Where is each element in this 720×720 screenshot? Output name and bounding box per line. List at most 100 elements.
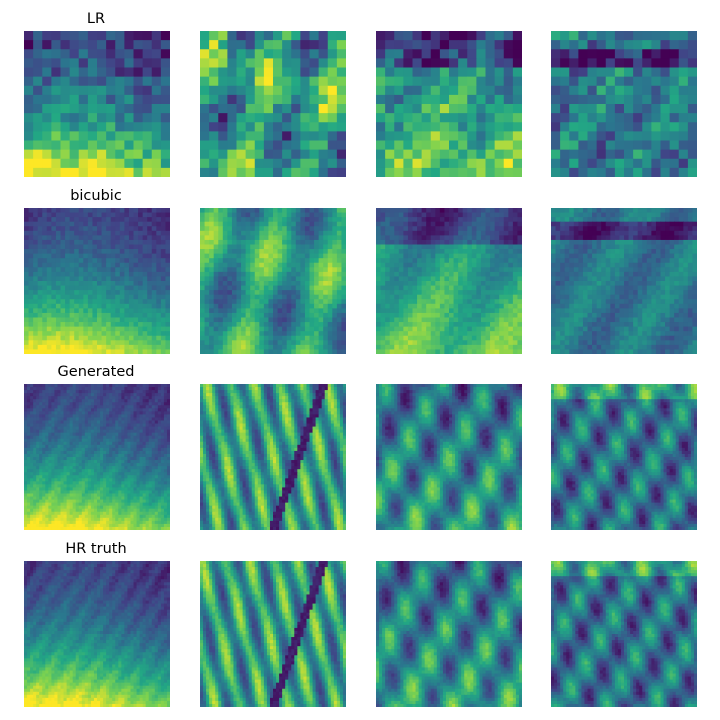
- pixel-cell: [165, 349, 170, 354]
- pixel-cell: [309, 262, 315, 268]
- pixel-cell: [119, 267, 125, 273]
- pixel-cell: [614, 94, 625, 105]
- pixel-cell: [633, 167, 643, 177]
- pixel-cell: [227, 212, 233, 218]
- pixel-cell: [444, 217, 450, 223]
- pixel-cell: [614, 122, 625, 132]
- pixel-cell: [60, 340, 66, 346]
- pixel-cell: [138, 281, 144, 287]
- pixel-cell: [128, 262, 135, 268]
- pixel-cell: [444, 340, 450, 346]
- pixel-cell: [494, 104, 505, 114]
- pixel-cell: [33, 281, 39, 287]
- pixel-cell: [227, 249, 233, 255]
- pixel-cell: [142, 67, 153, 78]
- pixel-cell: [403, 331, 409, 337]
- pixel-cell: [227, 281, 233, 287]
- pixel-cell: [642, 167, 652, 177]
- pixel-cell: [60, 308, 66, 314]
- pixel-cell: [385, 149, 395, 160]
- pixel-cell: [687, 76, 697, 87]
- pixel-cell: [106, 349, 112, 354]
- pixel-cell: [687, 235, 694, 241]
- pixel-cell: [97, 212, 103, 218]
- pixel-cell: [218, 290, 224, 296]
- pixel-cell: [87, 40, 98, 50]
- pixel-cell: [551, 104, 561, 114]
- pixel-cell: [633, 253, 639, 259]
- pixel-cell: [133, 326, 139, 332]
- pixel-cell: [160, 276, 167, 282]
- pixel-cell: [254, 322, 260, 328]
- pixel-cell: [69, 244, 75, 250]
- pixel-cell: [69, 344, 75, 351]
- pixel-cell: [394, 94, 404, 105]
- pixel-cell: [273, 58, 283, 69]
- pixel-cell: [651, 122, 662, 132]
- pixel-cell: [637, 244, 643, 250]
- pixel-cell: [97, 267, 103, 273]
- pixel-cell: [92, 281, 98, 287]
- pixel-cell: [435, 208, 441, 214]
- pixel-cell: [323, 221, 329, 227]
- pixel-cell: [624, 276, 630, 282]
- pixel-cell: [87, 258, 94, 264]
- pixel-cell: [412, 131, 423, 142]
- pixel-cell: [560, 58, 570, 69]
- pixel-cell: [147, 281, 153, 287]
- pixel-cell: [74, 308, 80, 314]
- pixel-cell: [142, 344, 148, 351]
- pixel-cell: [124, 158, 135, 169]
- pixel-cell: [263, 104, 274, 114]
- pixel-cell: [678, 294, 684, 300]
- pixel-cell: [291, 122, 301, 132]
- pixel-cell: [380, 249, 386, 255]
- pixel-cell: [133, 244, 139, 250]
- pixel-cell: [51, 267, 57, 273]
- pixel-cell: [421, 244, 427, 250]
- pixel-cell: [512, 299, 519, 305]
- pixel-cell: [65, 226, 71, 232]
- pixel-cell: [421, 276, 427, 282]
- pixel-cell: [403, 122, 414, 132]
- pixel-cell: [665, 267, 671, 273]
- pixel-cell: [254, 267, 260, 273]
- pixel-cell: [110, 317, 116, 323]
- pixel-cell: [327, 122, 338, 132]
- pixel-cell: [115, 85, 125, 96]
- pixel-cell: [587, 299, 593, 305]
- pixel-cell: [200, 131, 210, 142]
- pixel-cell: [508, 331, 514, 337]
- pixel-cell: [444, 253, 450, 259]
- pixel-cell: [309, 308, 315, 314]
- pixel-cell: [651, 267, 657, 273]
- pixel-cell: [444, 212, 450, 218]
- pixel-cell: [605, 167, 616, 177]
- pixel-cell: [490, 239, 496, 246]
- pixel-cell: [236, 322, 242, 328]
- pixel-cell: [476, 331, 482, 337]
- pixel-cell: [471, 253, 477, 259]
- pixel-cell: [124, 281, 130, 287]
- pixel-cell: [309, 317, 315, 323]
- pixel-cell: [69, 67, 80, 78]
- pixel-cell: [323, 249, 329, 255]
- pixel-cell: [87, 294, 94, 300]
- pixel-cell: [651, 208, 657, 214]
- pixel-cell: [106, 85, 116, 96]
- pixel-cell: [142, 322, 148, 328]
- pixel-cell: [28, 239, 34, 246]
- pixel-cell: [503, 349, 509, 354]
- pixel-cell: [236, 271, 242, 278]
- pixel-cell: [231, 253, 238, 259]
- pixel-cell: [462, 335, 468, 341]
- pixel-cell: [24, 340, 30, 346]
- pixel-cell: [304, 267, 311, 273]
- pixel-cell: [83, 299, 89, 305]
- pixel-cell: [33, 308, 39, 314]
- pixel-cell: [128, 349, 135, 354]
- pixel-cell: [569, 226, 575, 232]
- pixel-cell: [254, 212, 260, 218]
- pixel-cell: [551, 58, 561, 69]
- pixel-cell: [314, 281, 320, 287]
